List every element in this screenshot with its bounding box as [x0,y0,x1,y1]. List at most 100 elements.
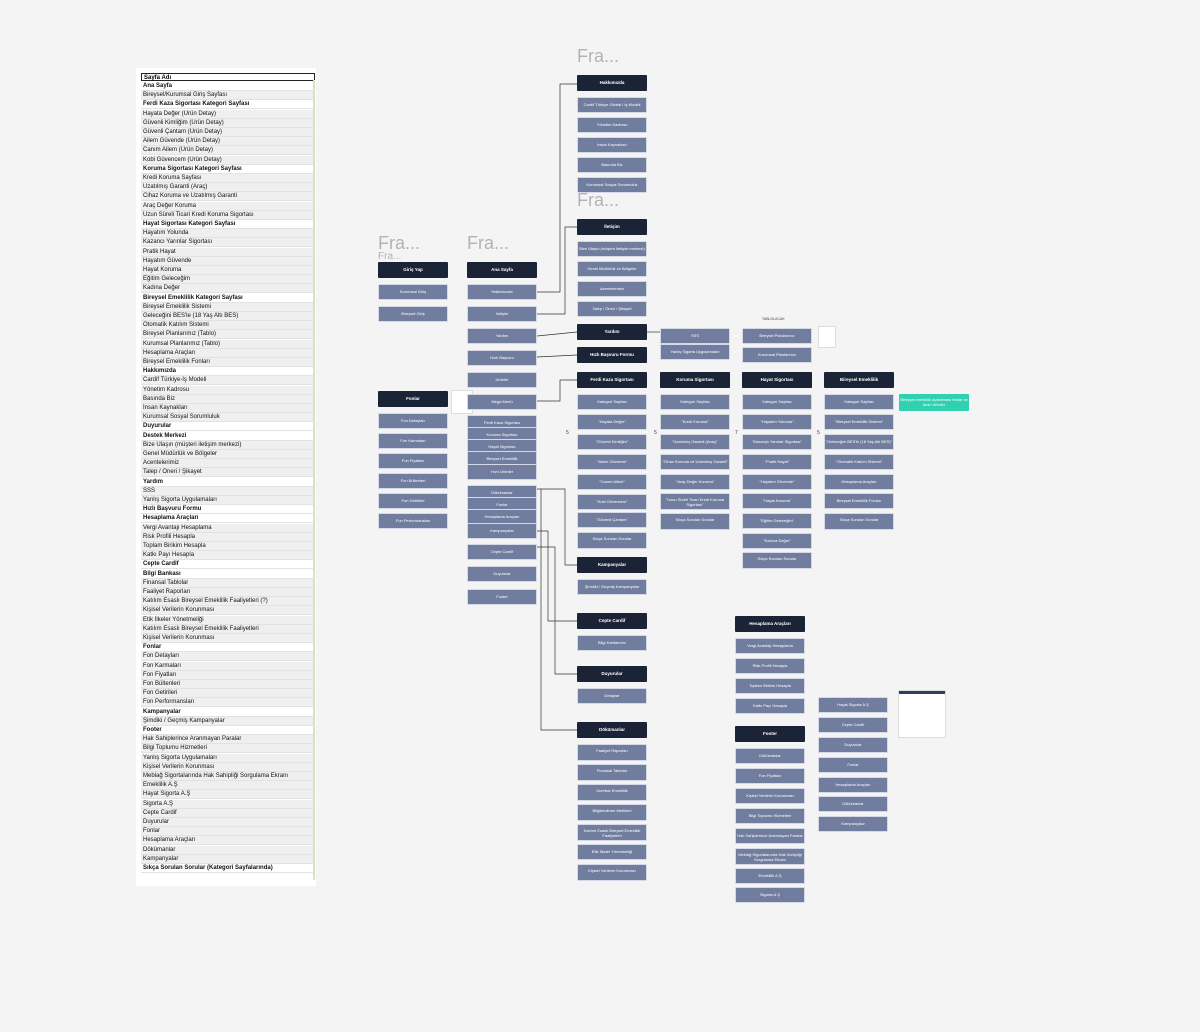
page-node-ft3[interactable]: Duyurular [818,737,888,753]
sheet-row[interactable]: Hak Sahiplerince Aranmayan Paralar [141,735,313,745]
sheet-row[interactable]: Bireysel/Kurumsal Giriş Sayfası [141,91,313,101]
page-node-fo7[interactable]: Emeklilik A.Ş [735,868,805,884]
page-node-be4[interactable]: "Otomatik Katılım Sistemi" [824,454,894,470]
sheet-row[interactable]: Katılım Esaslı Bireysel Emeklilik Faaliy… [141,597,313,607]
frame-title-fonlar[interactable]: Fra... [378,251,402,262]
page-node-ko4[interactable]: "Cihaz Koruma ve Uzatılmış Garanti" [660,454,730,470]
sheet-row[interactable]: Kobi Güvencem (Ürün Detay) [141,155,313,165]
page-node-do3[interactable]: Ücretsiz Emeklilik [577,784,647,801]
sheet-row[interactable]: Fon Bültenleri [141,680,313,689]
sheet-row[interactable]: Fon Getirileri [141,689,313,699]
page-node-fn6[interactable]: Fon Performansları [378,513,448,529]
sheet-row[interactable]: Katkı Payı Hesapla [141,551,313,561]
page-node-be5[interactable]: Hesaplama Araçları [824,474,894,490]
page-node-fn4[interactable]: Fon Bültenleri [378,473,448,489]
sheet-row[interactable]: Kişisel Verilerin Korunması [141,762,313,772]
page-node-hy0b[interactable]: Kurumsal Planlarımız [742,347,812,363]
sticky-note-thumbnail[interactable] [818,326,836,348]
page-node-hk4[interactable]: Basında Biz [577,157,647,173]
page-node-gr1[interactable]: Kurumsal Giriş [378,284,448,300]
sheet-row[interactable]: Otomatik Katılım Sistemi [141,321,313,331]
page-node-ft7[interactable]: Kampanyalar [818,816,888,832]
sheet-row[interactable]: Uzatılmış Garanti (Araç) [141,183,313,193]
page-node-fk5[interactable]: "Canım Ailem" [577,474,647,490]
page-node-teal[interactable]: Bireysel emeklilik açıklaması fonlar ve … [899,394,969,411]
sheet-row[interactable]: Bize Ulaşın (müşteri iletişim merkezi) [141,440,313,450]
page-node-hy7[interactable]: "Eğitim Geleceğim" [742,513,812,529]
page-node-il2[interactable]: Genel Müdürlük ve Bölgeler [577,261,647,277]
sheet-row[interactable]: Toplam Birikim Hesapla [141,542,313,551]
table-thumbnail[interactable] [898,690,946,738]
page-node-ko6[interactable]: "Uzun Süreli Ticari Kredi Koruma Sigorta… [660,493,730,510]
section-node-hizli[interactable]: Hızlı Başvuru Formu [577,347,647,363]
sheet-row[interactable]: Kişisel Verilerin Korunması [141,634,313,643]
sheet-row[interactable]: Hayata Değer (Ürün Detay) [141,109,313,119]
section-node-duyurular[interactable]: Duyurular [577,666,647,682]
page-node-fo5[interactable]: Hak Sahiplerince Aranmayan Paralar [735,828,805,844]
sheet-section-row[interactable]: Koruma Sigortası Kategori Sayfası [141,164,313,174]
page-node-fk8[interactable]: Sıkça Sorulan Sorular [577,532,647,549]
sheet-row[interactable]: Şimdiki / Geçmiş Kampanyalar [141,716,313,726]
sheet-row[interactable]: Finansal Tablolar [141,578,313,588]
sheet-row[interactable]: Kredi Koruma Sayfası [141,174,313,183]
page-node-fn3[interactable]: Fon Fiyatları [378,453,448,469]
sheet-row[interactable]: Genel Müdürlük ve Bölgeler [141,450,313,459]
page-node-yd2[interactable]: Yanlış Sigorta Uygulamaları [660,344,730,360]
sheet-section-row[interactable]: Hızlı Başvuru Formu [141,505,313,515]
sheet-section-row[interactable]: Ferdi Kaza Sigortası Kategori Sayfası [141,100,313,110]
sheet-section-row[interactable]: Fonlar [141,643,313,653]
sheet-row[interactable]: Fonlar [141,827,313,837]
section-node-cepte[interactable]: Cepte Cardif [577,613,647,629]
sheet-section-row[interactable]: Hayat Sigortası Kategori Sayfası [141,220,313,229]
page-node-as2[interactable]: İletişim [467,306,537,322]
sheet-row[interactable]: Pratik Hayat [141,247,313,257]
page-node-as7[interactable]: Hızlı Ürünler [467,464,537,480]
page-node-he2[interactable]: Risk Profili Hesapla [735,658,805,674]
section-node-hesaplama[interactable]: Hesaplama Araçları [735,616,805,632]
sheet-row[interactable]: SSS [141,486,313,496]
sheet-row[interactable]: Bireysel Emeklilik Sistemi [141,302,313,312]
page-node-as11[interactable]: Footer [467,589,537,605]
section-node-hayat[interactable]: Hayat Sigortası [742,372,812,388]
sheet-row[interactable]: Güvenli Kimliğim (Ürün Detay) [141,118,313,128]
section-node-hakkimizda[interactable]: Hakkımızda [577,75,647,91]
frame-title-anasayfa[interactable]: Fra... [467,233,510,253]
page-node-as8[interactable]: Kampanyalar [467,523,537,539]
page-node-fo3[interactable]: Kişisel Verilerin Korunması [735,788,805,804]
sheet-section-row[interactable]: Ana Sayfa [141,82,313,91]
page-node-hy8[interactable]: "Kadına Değer" [742,533,812,549]
sheet-row[interactable]: Hesaplama Araçları [141,348,313,358]
section-node-footer[interactable]: Footer [735,726,805,742]
page-node-ka1[interactable]: Şimdiki / Geçmiş Kampanyalar [577,579,647,595]
page-node-hy6[interactable]: "Hayat Koruma" [742,493,812,509]
sheet-row[interactable]: Duyurular [141,818,313,827]
section-node-yardim[interactable]: Yardım [577,324,647,340]
page-node-hy0a[interactable]: Bireysel Planlarımız [742,328,812,344]
sheet-row[interactable]: Etik İlkeler Yönetmeliği [141,615,313,625]
page-node-do6[interactable]: Etik İlkeler Yönetmeliği [577,844,647,860]
page-node-as6[interactable]: Mega Menü [467,394,537,410]
page-node-gr2[interactable]: Bireysel Giriş [378,306,448,322]
sheet-row[interactable]: Fon Performansları [141,698,313,708]
sheet-row[interactable]: Araç Değer Koruma [141,201,313,211]
page-node-hy9[interactable]: Sıkça Sorulan Sorular [742,552,812,569]
sheet-row[interactable]: Risk Profili Hesapla [141,532,313,542]
sheet-row[interactable]: Emeklilik A.Ş [141,781,313,791]
sheet-row[interactable]: Fon Karmaları [141,661,313,671]
page-node-ko1[interactable]: Kategori Sayfası [660,394,730,410]
page-node-yd1[interactable]: SSS [660,328,730,344]
page-node-fk6[interactable]: "Kobi Güvencem" [577,494,647,510]
sheet-row[interactable]: Hayat Koruma [141,266,313,275]
sheet-row[interactable]: Kazancı Yarınlar Sigortası [141,238,313,248]
page-node-as9[interactable]: Cepte Cardif [467,544,537,560]
sheet-section-row[interactable]: Footer [141,726,313,735]
page-node-fo2[interactable]: Fon Fiyatları [735,768,805,784]
page-node-hy4[interactable]: "Pratik Hayat" [742,454,812,470]
sheet-section-row[interactable]: Destek Merkezi [141,431,313,441]
sheet-row[interactable]: Basında Biz [141,394,313,404]
page-node-do5[interactable]: Katılım Esaslı Bireysel Emeklilik Faaliy… [577,824,647,841]
sheet-section-row[interactable]: Hakkımızda [141,367,313,377]
sheet-row[interactable]: Acentelerimiz [141,459,313,469]
page-node-hy1[interactable]: Kategori Sayfası [742,394,812,410]
sheet-row[interactable]: Yönetim Kadrosu [141,385,313,395]
